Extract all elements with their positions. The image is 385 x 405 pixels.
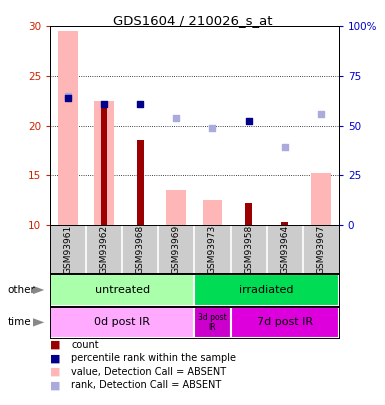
Point [281,144,288,151]
Text: time: time [8,318,31,327]
Text: ■: ■ [50,340,60,350]
Bar [281,222,288,225]
Point [173,114,179,121]
Text: 0d post IR: 0d post IR [94,318,150,327]
Bar [166,190,186,225]
Text: GSM93964: GSM93964 [280,224,289,274]
Text: other: other [8,285,35,295]
Bar [50,307,194,338]
Text: GSM93962: GSM93962 [100,224,109,274]
Text: ■: ■ [50,380,60,390]
Polygon shape [33,286,44,294]
Bar [137,141,144,225]
Text: 7d post IR: 7d post IR [256,318,313,327]
Text: GDS1604 / 210026_s_at: GDS1604 / 210026_s_at [113,14,272,27]
Text: GSM93958: GSM93958 [244,224,253,274]
Bar [50,274,194,306]
Point [65,92,71,99]
Bar [101,106,107,225]
Point [246,117,252,124]
Text: GSM93973: GSM93973 [208,224,217,274]
Bar [194,274,339,306]
Bar [231,307,339,338]
Text: ■: ■ [50,354,60,363]
Point [101,100,107,107]
Point [318,111,324,117]
Text: irradiated: irradiated [239,285,294,295]
Bar [58,31,78,225]
Point [137,100,143,107]
Text: GSM93969: GSM93969 [172,224,181,274]
Text: GSM93967: GSM93967 [316,224,325,274]
Text: rank, Detection Call = ABSENT: rank, Detection Call = ABSENT [71,380,221,390]
Text: count: count [71,340,99,350]
Bar [94,101,114,225]
Bar [311,173,331,225]
Point [209,124,216,131]
Text: percentile rank within the sample: percentile rank within the sample [71,354,236,363]
Point [65,94,71,101]
Bar [203,200,223,225]
Text: value, Detection Call = ABSENT: value, Detection Call = ABSENT [71,367,226,377]
Text: GSM93961: GSM93961 [64,224,73,274]
Text: 3d post
IR: 3d post IR [198,313,227,332]
Bar [245,203,252,225]
Text: GSM93968: GSM93968 [136,224,145,274]
Polygon shape [33,318,44,326]
Bar [194,307,231,338]
Text: untreated: untreated [95,285,150,295]
Text: ■: ■ [50,367,60,377]
